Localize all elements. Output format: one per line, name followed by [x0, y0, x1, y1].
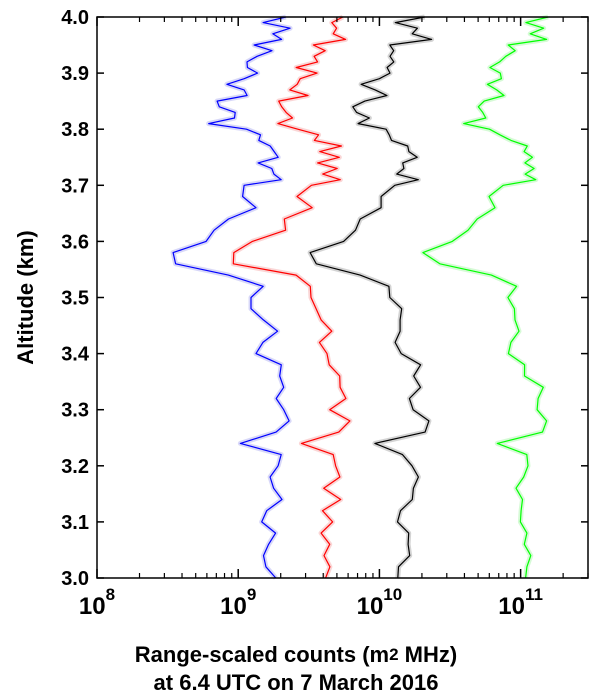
x-tick-label: 108	[79, 585, 115, 620]
y-tick-label: 3.2	[61, 456, 89, 478]
x-tick-label: 1010	[357, 585, 403, 620]
series-2-line	[232, 16, 351, 579]
y-tick-label: 3.3	[61, 400, 89, 422]
y-axis-title: Altitude (km)	[13, 230, 38, 364]
y-tick-label: 3.4	[61, 344, 90, 366]
plot-frame	[96, 16, 589, 579]
x-axis-title: Range-scaled counts (m2 MHz) at 6.4 UTC …	[0, 642, 592, 696]
x-axis-title-line2: at 6.4 UTC on 7 March 2016	[153, 670, 439, 695]
x-tick-label: 109	[220, 585, 256, 620]
x-axis-title-superscript: 2	[389, 645, 399, 664]
y-tick-label: 3.1	[61, 512, 89, 534]
y-tick-label: 3.7	[61, 175, 89, 197]
y-tick-label: 4.0	[61, 7, 89, 29]
x-axis-title-line1: Range-scaled counts (m2 MHz)	[134, 642, 458, 667]
series-4-line	[422, 16, 549, 579]
y-tick-label: 3.9	[61, 63, 89, 85]
series-3-line	[309, 16, 433, 579]
y-tick-label: 3.5	[61, 288, 89, 310]
y-tick-label: 3.8	[61, 119, 89, 141]
x-tick-label: 1011	[498, 585, 543, 620]
series-1-line	[172, 16, 291, 579]
y-tick-label: 3.0	[61, 568, 89, 590]
series-1-uncertainty-band	[170, 14, 293, 580]
y-tick-label: 3.6	[61, 231, 89, 253]
